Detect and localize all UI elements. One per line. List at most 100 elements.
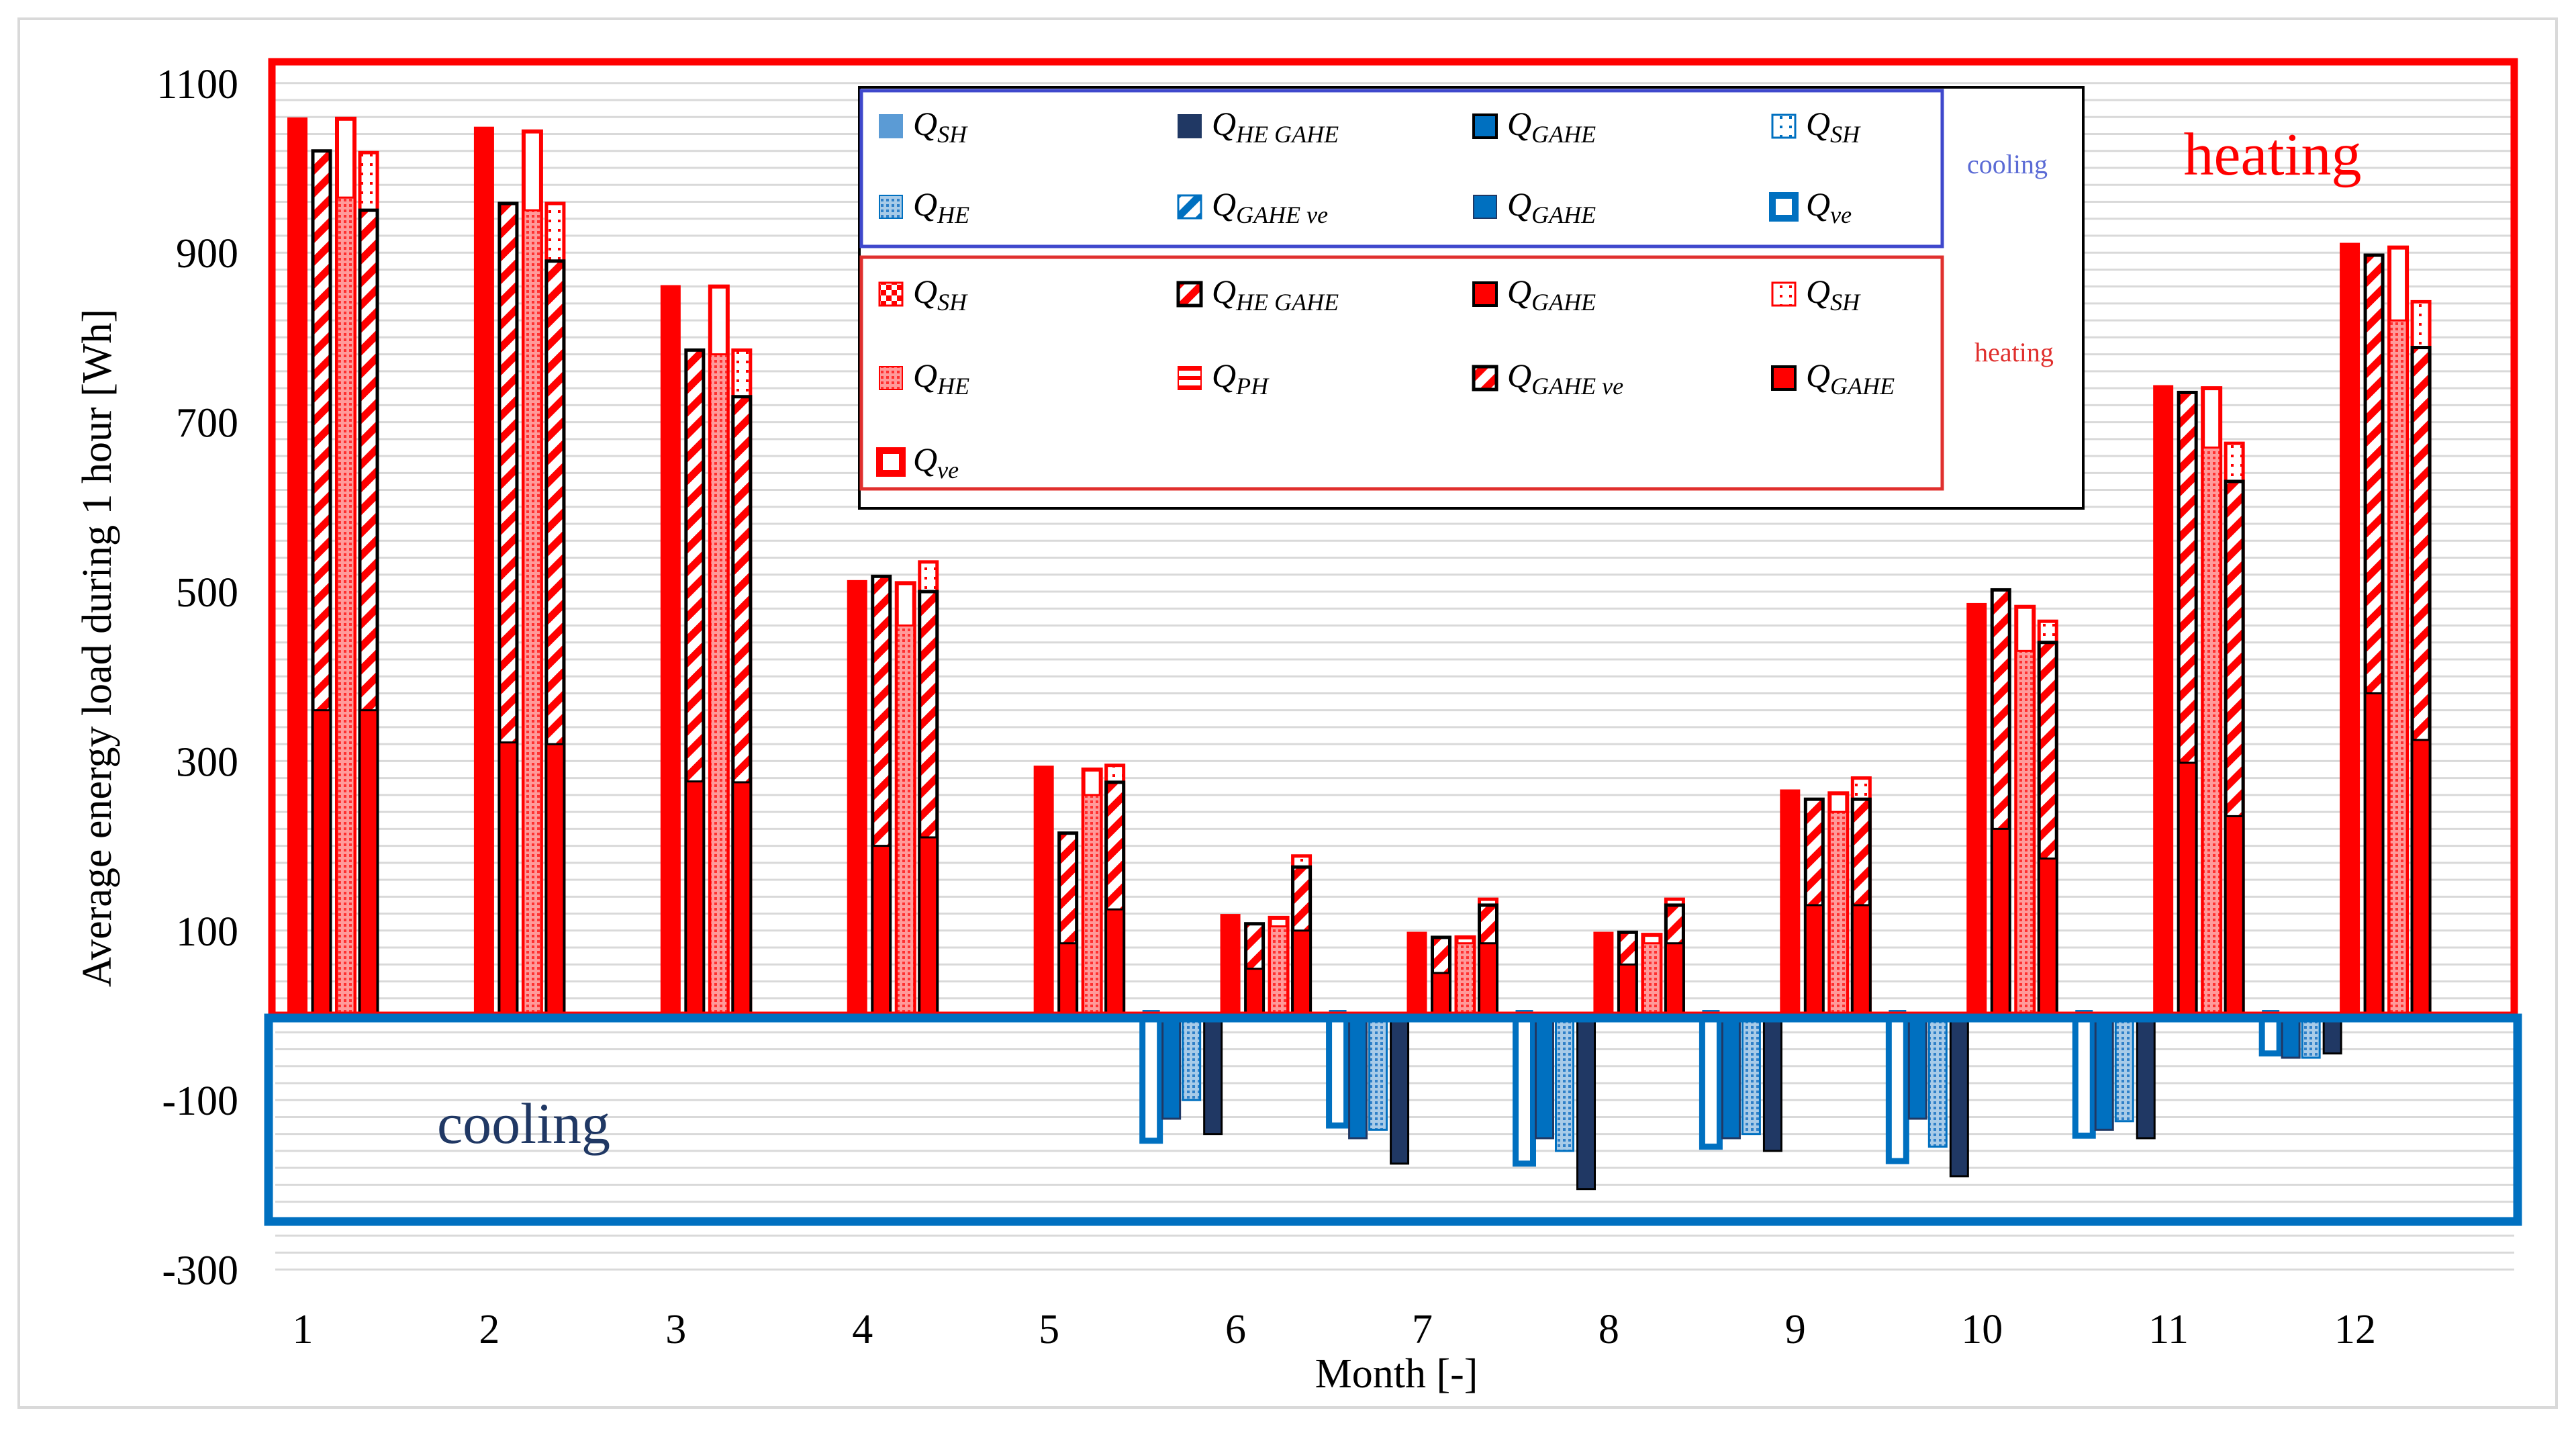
- legend-swatch-heating-3: [1771, 281, 1797, 307]
- legend-swatch-cooling-1: [1178, 114, 1202, 138]
- x-tick-label: 10: [1961, 1307, 2003, 1352]
- legend-label-heating-6: QGAHE ve: [1507, 357, 1623, 400]
- x-tick-label: 9: [1785, 1307, 1806, 1352]
- x-tick-label: 6: [1225, 1307, 1246, 1352]
- bar-heating-q_gahe-m5: [1105, 908, 1125, 1017]
- cooling-region-label: cooling: [437, 1091, 610, 1156]
- bar-heating-q_he-m2: [522, 209, 542, 1017]
- y-axis-title: Average energy load during 1 hour [Wh]: [75, 309, 120, 987]
- x-axis-title: Month [-]: [1315, 1351, 1478, 1397]
- bar-heating-q_gahe-m2: [498, 741, 518, 1017]
- legend-label-heating-2: QGAHE: [1507, 273, 1596, 316]
- bar-heating-q_he-m5: [1082, 794, 1102, 1017]
- legend-swatch-cooling-7: [1769, 192, 1799, 222]
- legend-heating-title: heating: [1974, 337, 2054, 367]
- bar-heating-q_gahe-m10: [1991, 827, 2011, 1017]
- legend-swatch-cooling-0: [879, 114, 903, 138]
- bar-heating-q_gahe-m3: [685, 780, 705, 1017]
- bar-heating-q_gahe-m8: [1664, 942, 1684, 1017]
- bar-heating-q_ve-m4: [847, 580, 867, 1017]
- legend-swatch-cooling-5: [1177, 194, 1202, 220]
- y-tick-label: 1100: [156, 62, 238, 107]
- bar-heating-q_gahe-m12: [2364, 692, 2384, 1017]
- legend-swatch-cooling-3: [1771, 113, 1797, 139]
- bar-heating-q_gahe-m4: [918, 836, 939, 1017]
- bar-heating-q_gahe-m4: [871, 845, 892, 1017]
- heating-region-label: heating: [2184, 122, 2362, 188]
- legend-label-heating-7: QGAHE: [1806, 357, 1895, 400]
- y-tick-label: 500: [176, 570, 238, 616]
- legend-box: [858, 86, 2085, 510]
- bar-cooling-q_ve-m5: [1139, 1012, 1163, 1144]
- x-tick-label: 11: [2148, 1307, 2189, 1352]
- x-tick-label: 1: [292, 1307, 313, 1352]
- legend-swatch-heating-0: [878, 281, 904, 307]
- bar-cooling-q_gahe-m5: [1203, 1014, 1223, 1136]
- bar-heating-q_he-m9: [1828, 811, 1848, 1017]
- bar-cooling-q_he-gahe-m7: [1535, 1014, 1554, 1140]
- bar-cooling-q_ve-m9: [1885, 1012, 1909, 1164]
- bar-cooling-q_he-m8: [1741, 1014, 1761, 1136]
- bar-cooling-q_he-m5: [1182, 1014, 1202, 1101]
- legend-swatch-heating-7: [1771, 365, 1797, 391]
- legend-swatch-cooling-6: [1473, 195, 1497, 219]
- legend-label-heating-3: QSH: [1806, 273, 1861, 316]
- bar-heating-q_gahe-m2: [545, 743, 565, 1017]
- legend-swatch-cooling-4: [879, 195, 903, 219]
- y-tick-label: 100: [176, 909, 238, 955]
- legend-label-cooling-0: QSH: [913, 105, 968, 148]
- bar-cooling-q_he-gahe-m9: [1907, 1014, 1927, 1120]
- bar-heating-q_ve-m12: [2340, 242, 2360, 1017]
- y-tick-label: 900: [176, 231, 238, 277]
- bar-heating-q_ve-m9: [1780, 789, 1801, 1017]
- bar-heating-q_gahe-m7: [1431, 972, 1451, 1017]
- legend-label-cooling-2: QGAHE: [1507, 105, 1596, 148]
- bar-heating-q_ve-m6: [1220, 914, 1241, 1017]
- x-tick-label: 12: [2334, 1307, 2376, 1352]
- bar-cooling-q_he-gahe-m6: [1348, 1014, 1368, 1140]
- cooling-region-box: [264, 1013, 2522, 1226]
- bar-heating-q_gahe-m1: [312, 709, 332, 1017]
- bar-heating-q_gahe-m8: [1617, 963, 1637, 1017]
- x-tick-label: 7: [1412, 1307, 1433, 1352]
- legend-label-heating-5: QPH: [1212, 357, 1270, 400]
- legend-label-heating-8: Qve: [913, 441, 959, 483]
- bar-cooling-q_he-m6: [1368, 1014, 1388, 1131]
- x-tick-label: 3: [665, 1307, 686, 1352]
- bar-heating-q_ve-m5: [1033, 766, 1054, 1017]
- bar-heating-q_gahe-m11: [2177, 761, 2197, 1017]
- bar-cooling-q_gahe-m8: [1762, 1014, 1782, 1152]
- bar-heating-q_gahe-m1: [359, 709, 379, 1017]
- bar-cooling-q_he-m11: [2301, 1014, 2321, 1059]
- bar-heating-q_ve-m1: [287, 117, 307, 1017]
- x-tick-label: 2: [479, 1307, 499, 1352]
- legend-label-cooling-6: QGAHE: [1507, 185, 1596, 228]
- bar-cooling-q_ve-m10: [2072, 1012, 2096, 1139]
- legend-swatch-heating-8: [876, 447, 906, 477]
- bar-cooling-q_gahe-m7: [1576, 1014, 1596, 1191]
- bar-heating-q_gahe-m6: [1292, 929, 1312, 1017]
- bar-cooling-q_ve-m6: [1326, 1012, 1350, 1129]
- bar-heating-q_ve-m11: [2153, 385, 2174, 1017]
- y-tick-label: -100: [162, 1078, 238, 1124]
- outer-frame: [17, 17, 2558, 1409]
- bar-cooling-q_he-m10: [2114, 1014, 2134, 1123]
- bar-heating-q_he-m12: [2388, 319, 2408, 1017]
- bar-heating-q_he-m4: [896, 624, 916, 1017]
- legend-label-heating-0: QSH: [913, 273, 968, 316]
- x-tick-label: 4: [852, 1307, 873, 1352]
- bar-heating-q_gahe-m9: [1851, 904, 1871, 1017]
- legend-label-cooling-7: Qve: [1806, 185, 1852, 228]
- bar-cooling-q_he-gahe-m5: [1161, 1014, 1182, 1120]
- legend-swatch-heating-6: [1472, 365, 1498, 391]
- bar-heating-q_gahe-m9: [1804, 904, 1824, 1017]
- bar-heating-q_he-m10: [2015, 649, 2035, 1017]
- legend-cooling-box: [859, 89, 1944, 248]
- legend-swatch-cooling-2: [1472, 113, 1498, 139]
- bar-heating-q_ve-m3: [660, 285, 681, 1017]
- bar-cooling-q_he-gahe-m10: [2094, 1014, 2114, 1131]
- bar-heating-q_ve-m10: [1966, 602, 1987, 1017]
- bar-cooling-q_gahe-m10: [2136, 1014, 2156, 1140]
- bar-heating-q_gahe-m5: [1058, 942, 1078, 1017]
